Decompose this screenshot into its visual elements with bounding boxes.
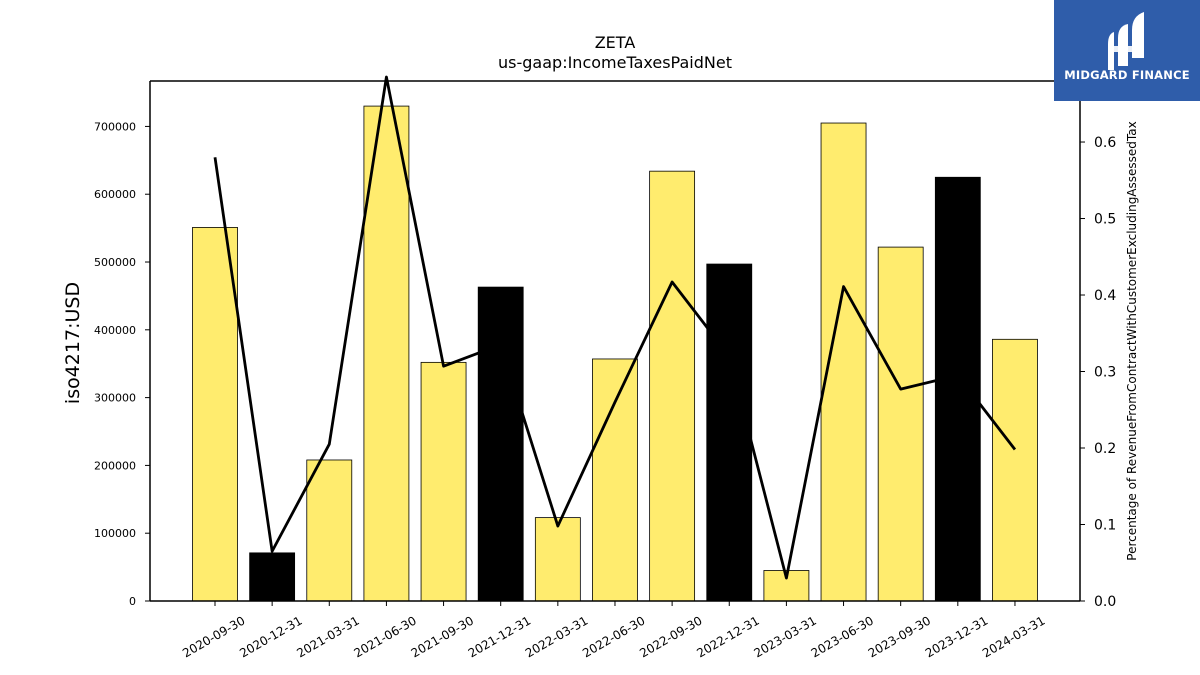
x-tick-label: 2021-09-30 — [409, 613, 476, 660]
bar — [877, 246, 924, 602]
y2-tick-label: 0.4 — [1094, 288, 1116, 304]
x-tick-label: 2021-12-31 — [466, 613, 533, 660]
logo-text: MIDGARD FINANCE — [1064, 68, 1190, 82]
y-tick-label: 0 — [129, 595, 136, 608]
x-tick-label: 2020-09-30 — [180, 613, 247, 660]
y2-axis-label: Percentage of RevenueFromContractWithCus… — [1125, 121, 1139, 560]
bar — [934, 176, 981, 602]
y2-tick-label: 0.0 — [1094, 594, 1116, 610]
bar — [363, 105, 410, 602]
y2-tick-label: 0.1 — [1094, 518, 1116, 534]
x-tick-label: 2023-12-31 — [923, 613, 990, 660]
x-tick-label: 2020-12-31 — [237, 613, 304, 660]
bar — [992, 338, 1038, 602]
x-tick-label: 2022-09-30 — [637, 613, 704, 660]
bar — [420, 361, 467, 602]
y2-tick-label: 0.2 — [1094, 441, 1116, 457]
y-axis-label: iso4217:USD — [62, 282, 84, 404]
y-tick-label: 400000 — [94, 324, 136, 337]
chart-title: ZETA — [595, 33, 636, 52]
y-tick-label: 500000 — [94, 256, 136, 269]
bar — [649, 170, 696, 602]
x-tick-label: 2021-03-31 — [294, 613, 361, 660]
x-tick-label: 2024-03-31 — [980, 613, 1047, 660]
percentage-line — [213, 75, 1017, 580]
y2-tick-label: 0.6 — [1094, 135, 1116, 151]
x-tick-label: 2021-06-30 — [352, 613, 419, 660]
y-tick-label: 700000 — [94, 120, 136, 133]
x-tick-label: 2023-09-30 — [866, 613, 933, 660]
bar — [192, 227, 238, 602]
logo-mark-icon — [1108, 12, 1144, 70]
x-tick-label: 2022-06-30 — [580, 613, 647, 660]
bar — [477, 286, 524, 602]
y-tick-label: 600000 — [94, 188, 136, 201]
y-tick-label: 200000 — [94, 459, 136, 472]
bar — [706, 263, 753, 602]
y-tick-label: 300000 — [94, 392, 136, 405]
y-tick-label: 100000 — [94, 527, 136, 540]
bar — [534, 517, 581, 602]
bar — [592, 358, 638, 602]
bar — [306, 459, 353, 602]
x-tick-label: 2023-06-30 — [809, 613, 876, 660]
midgard-finance-logo: MIDGARD FINANCE — [1054, 0, 1200, 101]
x-tick-label: 2022-03-31 — [523, 613, 590, 660]
x-tick-label: 2023-03-31 — [751, 613, 818, 660]
x-tick-label: 2022-12-31 — [694, 613, 761, 660]
chart-subtitle: us-gaap:IncomeTaxesPaidNet — [498, 53, 732, 72]
y2-tick-label: 0.3 — [1094, 365, 1116, 381]
y2-tick-label: 0.5 — [1094, 212, 1116, 228]
bar — [249, 552, 296, 602]
